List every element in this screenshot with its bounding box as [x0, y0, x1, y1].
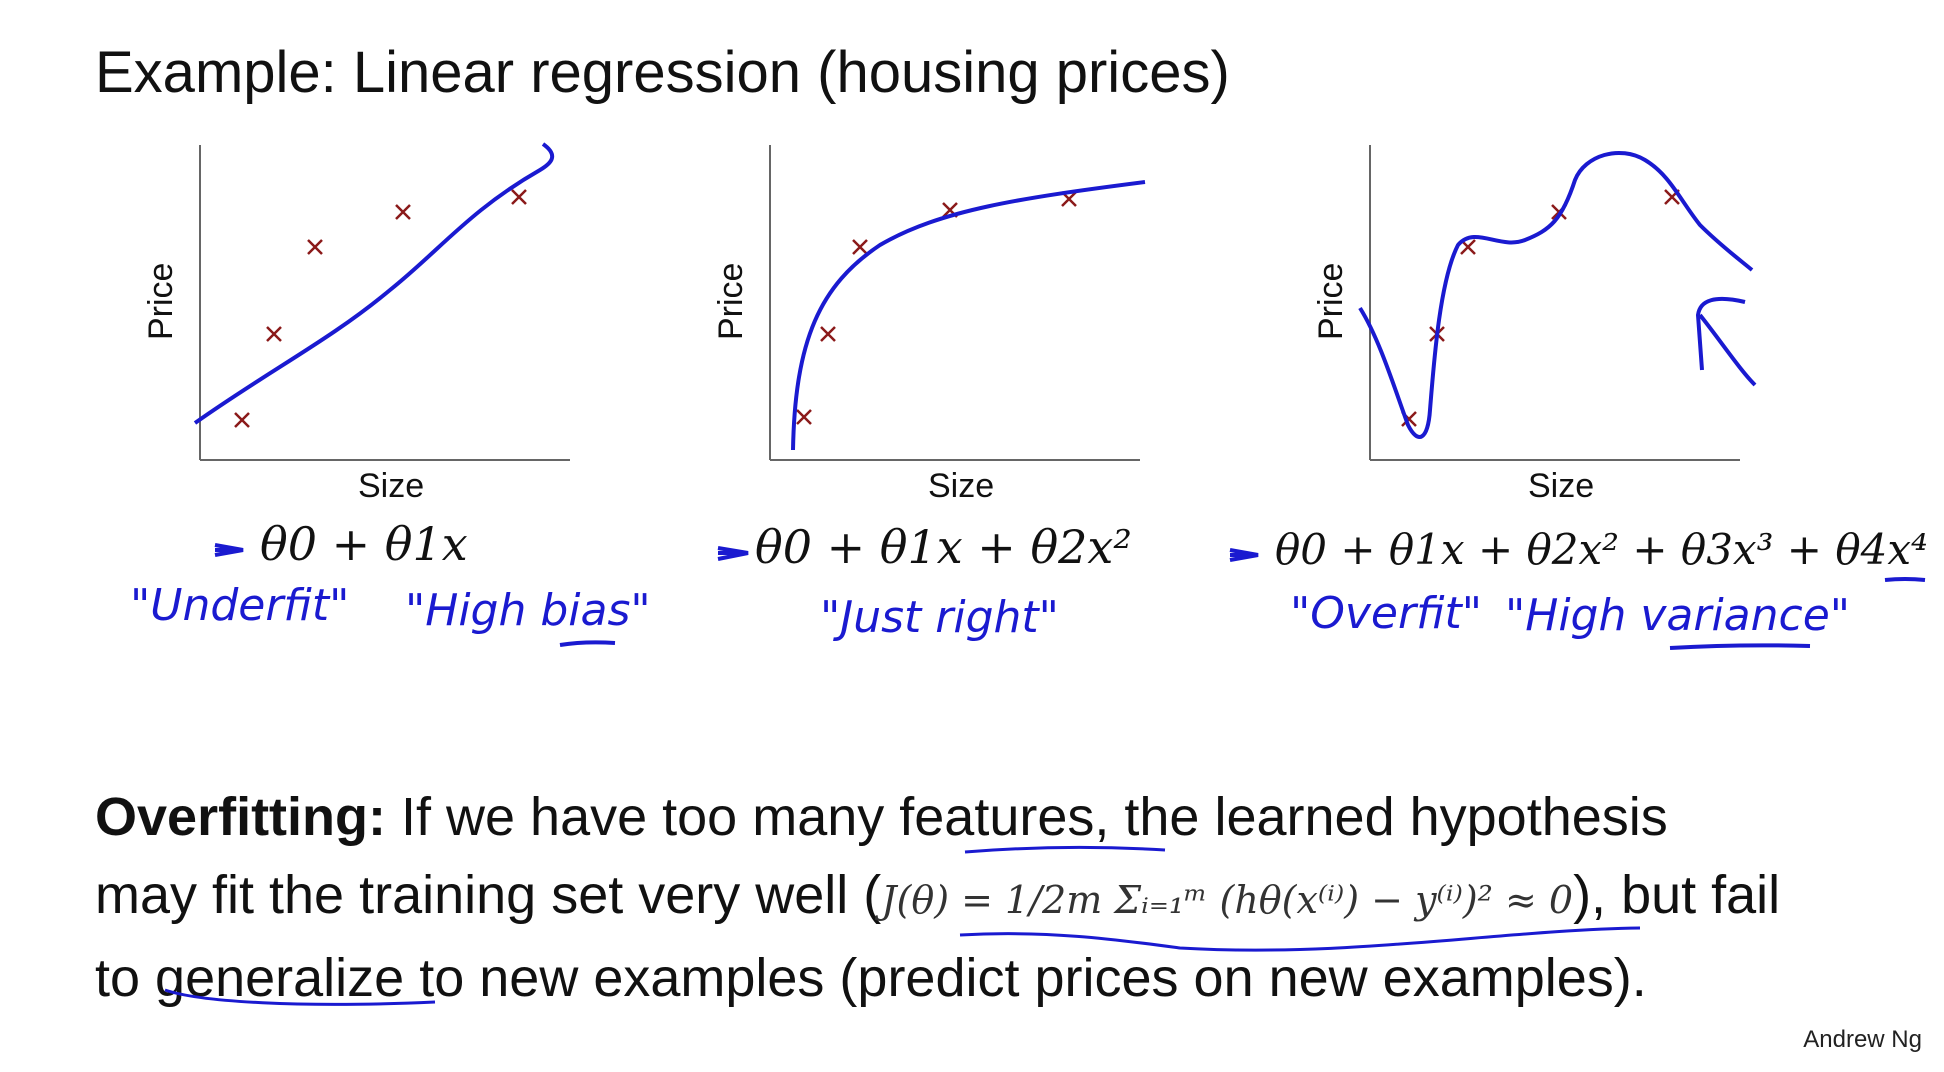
slide-title: Example: Linear regression (housing pric… [95, 40, 1230, 105]
data-point [852, 239, 868, 255]
underline-stroke [1669, 643, 1811, 650]
x-axis-label: Size [1528, 467, 1594, 505]
plot-just-right: Price Size θ0 + θ1x + θ2x² "Just right" [700, 140, 1260, 680]
data-points [1401, 189, 1680, 427]
hypothesis-formula: θ0 + θ1x [260, 517, 468, 571]
fit-curve-quadratic [791, 180, 1146, 451]
y-axis-label: Price [712, 263, 750, 340]
arrow-icon [1695, 296, 1757, 387]
hypothesis-formula: θ0 + θ1x + θ2x² [755, 520, 1132, 574]
y-axis-label: Price [142, 263, 180, 340]
data-point [796, 409, 812, 425]
paragraph-text: may fit the training set very well ( [95, 865, 882, 925]
label-high-bias: "High bias" [405, 585, 651, 636]
paragraph-line-1: Overfitting: If we have too many feature… [95, 778, 1915, 856]
paragraph-line-3: to generalize to new examples (predict p… [95, 939, 1915, 1017]
x-axis-label: Size [358, 467, 424, 505]
plot-underfit: Price Size θ0 + θ1x "Underfit" "High bia… [130, 140, 690, 680]
label-just-right: "Just right" [820, 592, 1059, 643]
plot-overfit-svg: Price Size θ0 + θ1x + θ2x² + θ3x³ + θ4x⁴… [1229, 145, 1928, 650]
author-credit: Andrew Ng [1803, 1026, 1922, 1053]
plot-underfit-svg: Price Size θ0 + θ1x "Underfit" "High bia… [130, 142, 651, 647]
data-point [266, 326, 282, 342]
label-underfit: "Underfit" [130, 580, 349, 631]
data-point [511, 189, 527, 205]
label-high-variance: "High variance" [1505, 590, 1850, 641]
data-point [395, 204, 411, 220]
plot-just-right-svg: Price Size θ0 + θ1x + θ2x² "Just right" [712, 145, 1146, 643]
data-point [820, 326, 836, 342]
underline-stroke [559, 640, 616, 647]
fit-curve-quartic [1358, 150, 1754, 439]
label-overfit: "Overfit" [1290, 588, 1482, 639]
overfitting-paragraph: Overfitting: If we have too many feature… [95, 778, 1915, 1017]
paragraph-line-2: may fit the training set very well (J(θ)… [95, 856, 1915, 939]
data-points [796, 191, 1077, 425]
paragraph-text: ), but fail [1573, 865, 1781, 925]
data-points [234, 189, 527, 428]
data-point [307, 239, 323, 255]
paragraph-text: If we have too many features, the learne… [386, 787, 1668, 847]
data-point [234, 412, 250, 428]
paragraph-text: to generalize to new examples (predict p… [95, 948, 1647, 1008]
cost-equation: J(θ) = 1/2m Σᵢ₌₁ᵐ (hθ(x⁽ⁱ⁾) − y⁽ⁱ⁾)² ≈ 0 [881, 878, 1574, 922]
overfitting-term: Overfitting: [95, 787, 386, 847]
fit-curve-linear [193, 142, 555, 425]
plot-overfit: Price Size θ0 + θ1x + θ2x² + θ3x³ + θ4x⁴… [1229, 140, 1940, 680]
underline-stroke [1884, 577, 1926, 582]
hypothesis-formula: θ0 + θ1x + θ2x² + θ3x³ + θ4x⁴ [1275, 525, 1928, 574]
x-axis-label: Size [928, 467, 994, 505]
y-axis-label: Price [1312, 263, 1350, 340]
